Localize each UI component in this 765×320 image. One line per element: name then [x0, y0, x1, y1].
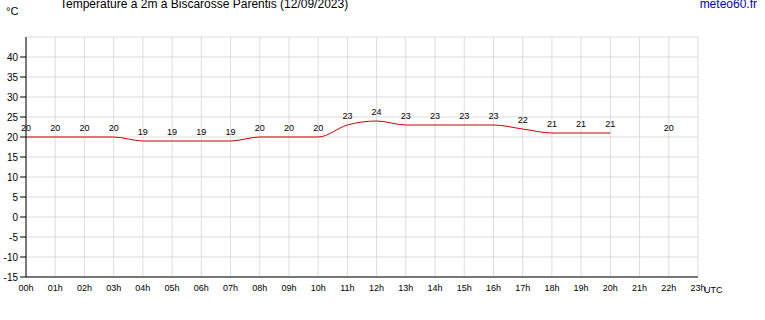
- svg-text:21: 21: [605, 119, 615, 129]
- svg-text:05h: 05h: [165, 283, 180, 293]
- svg-text:20: 20: [79, 123, 89, 133]
- svg-text:20: 20: [21, 123, 31, 133]
- svg-text:22h: 22h: [661, 283, 676, 293]
- svg-text:20: 20: [284, 123, 294, 133]
- svg-text:03h: 03h: [106, 283, 121, 293]
- svg-text:10h: 10h: [311, 283, 326, 293]
- svg-text:19: 19: [196, 127, 206, 137]
- svg-text:21h: 21h: [632, 283, 647, 293]
- svg-text:16h: 16h: [486, 283, 501, 293]
- svg-text:19: 19: [138, 127, 148, 137]
- svg-text:11h: 11h: [340, 283, 354, 293]
- svg-text:12h: 12h: [369, 283, 384, 293]
- svg-text:10: 10: [8, 172, 18, 183]
- svg-text:25: 25: [8, 112, 18, 123]
- svg-text:04h: 04h: [135, 283, 150, 293]
- svg-text:20: 20: [255, 123, 265, 133]
- svg-text:17h: 17h: [515, 283, 530, 293]
- svg-text:30: 30: [8, 92, 18, 103]
- svg-text:20: 20: [8, 132, 18, 143]
- svg-text:15h: 15h: [457, 283, 472, 293]
- svg-text:23: 23: [342, 111, 352, 121]
- svg-text:08h: 08h: [252, 283, 267, 293]
- svg-text:23: 23: [459, 111, 469, 121]
- svg-text:24: 24: [372, 107, 382, 117]
- svg-text:06h: 06h: [194, 283, 209, 293]
- svg-text:20: 20: [109, 123, 119, 133]
- svg-text:35: 35: [8, 72, 18, 83]
- svg-text:02h: 02h: [77, 283, 92, 293]
- svg-text:07h: 07h: [223, 283, 238, 293]
- svg-text:-5: -5: [9, 232, 18, 243]
- svg-text:15: 15: [8, 152, 18, 163]
- svg-text:18h: 18h: [544, 283, 559, 293]
- svg-text:23: 23: [430, 111, 440, 121]
- svg-text:21: 21: [576, 119, 586, 129]
- svg-text:19h: 19h: [574, 283, 589, 293]
- svg-text:23: 23: [488, 111, 498, 121]
- svg-text:13h: 13h: [398, 283, 413, 293]
- svg-text:19: 19: [226, 127, 236, 137]
- html-text:°C: °C: [6, 5, 19, 17]
- svg-text:01h: 01h: [48, 283, 63, 293]
- svg-text:20: 20: [313, 123, 323, 133]
- svg-text:0: 0: [12, 212, 18, 223]
- svg-text:14h: 14h: [428, 283, 443, 293]
- svg-text:21: 21: [547, 119, 557, 129]
- svg-text:5: 5: [12, 192, 18, 203]
- svg-text:40: 40: [8, 52, 18, 63]
- svg-text:20: 20: [50, 123, 60, 133]
- svg-text:20h: 20h: [603, 283, 618, 293]
- svg-text:20: 20: [664, 123, 674, 133]
- svg-text:09h: 09h: [281, 283, 296, 293]
- svg-text:19: 19: [167, 127, 177, 137]
- svg-text:22: 22: [518, 115, 528, 125]
- svg-text:00h: 00h: [18, 283, 33, 293]
- svg-text:23: 23: [401, 111, 411, 121]
- svg-text:-10: -10: [8, 252, 18, 263]
- svg-text:-15: -15: [8, 272, 18, 283]
- html-text:UTC: UTC: [704, 285, 723, 295]
- svg-text:23h: 23h: [690, 283, 705, 293]
